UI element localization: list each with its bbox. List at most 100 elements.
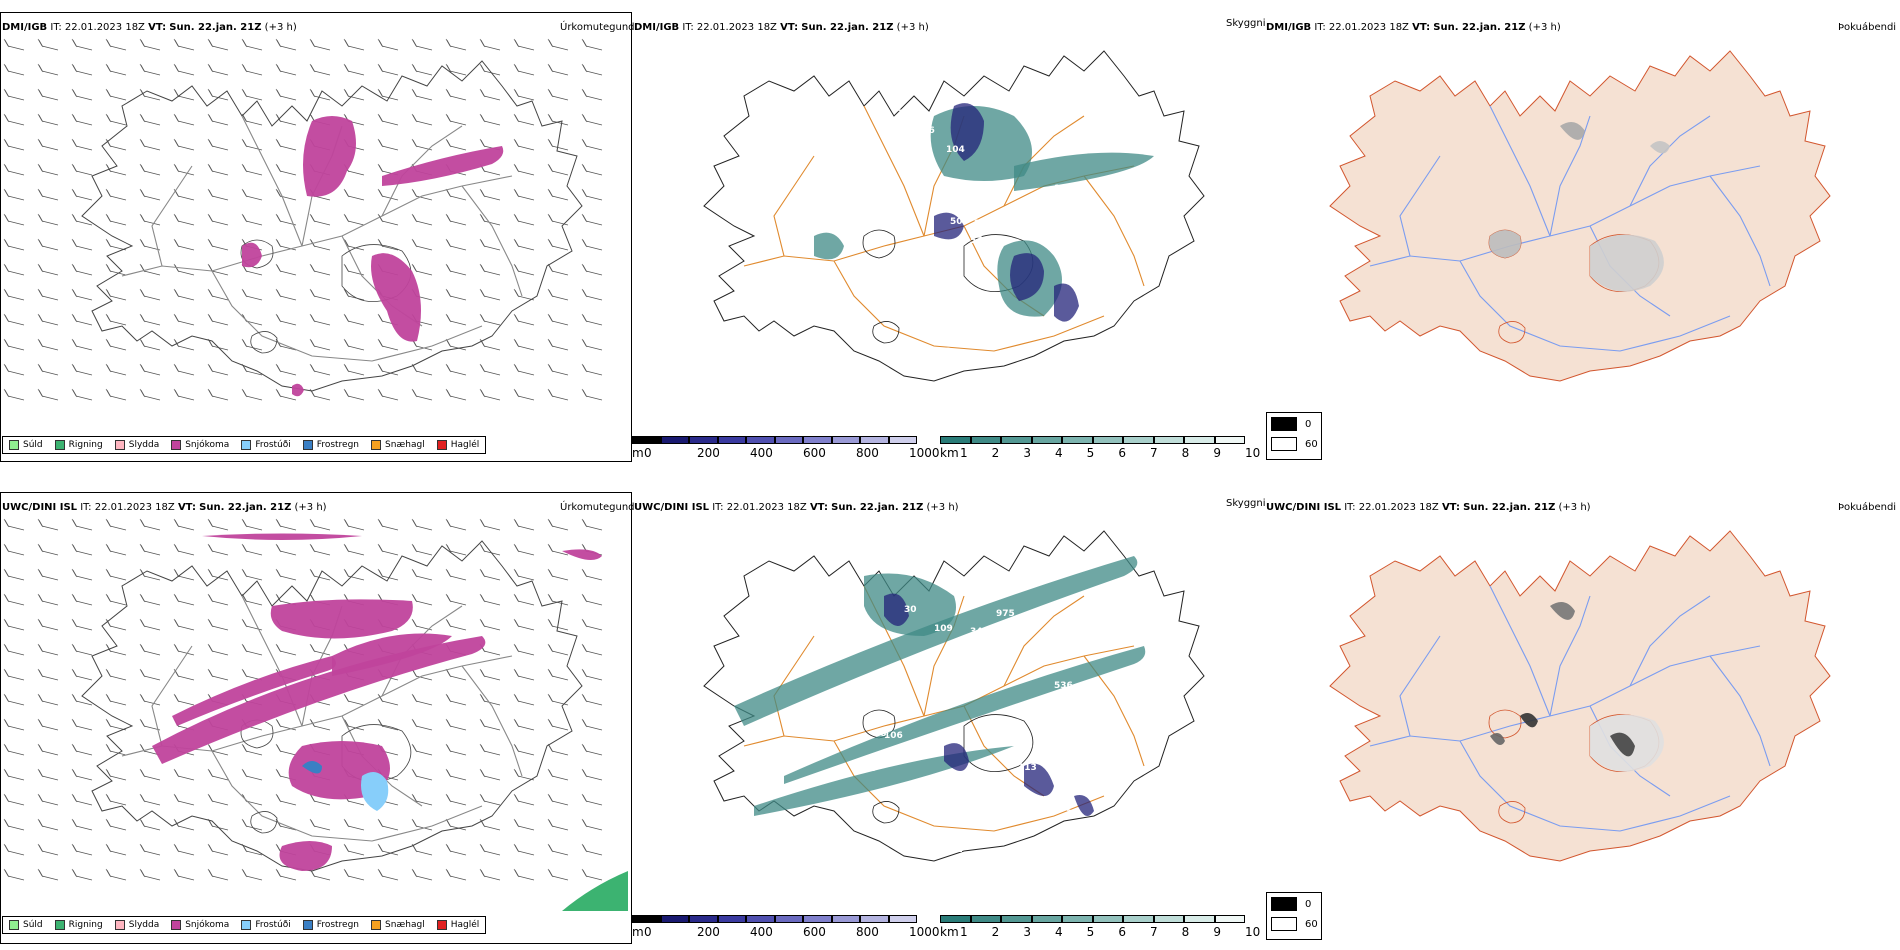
wind-barb bbox=[241, 63, 263, 76]
fog-map bbox=[1329, 50, 1831, 382]
colorbar-segment bbox=[746, 436, 775, 444]
colorbar-segment bbox=[1001, 915, 1032, 923]
wind-barb bbox=[547, 718, 569, 731]
wind-barb bbox=[3, 263, 25, 276]
wind-barb bbox=[377, 843, 399, 856]
wind-barb bbox=[105, 213, 127, 226]
wind-barb bbox=[513, 718, 535, 731]
colorbar-segment bbox=[774, 915, 803, 923]
wind-barb bbox=[445, 263, 467, 276]
panel-header: DMI/IGB IT: 22.01.2023 18Z VT: Sun. 22.j… bbox=[1266, 22, 1561, 33]
wind-barb bbox=[3, 63, 25, 76]
snow-area bbox=[279, 841, 332, 871]
wind-barb bbox=[173, 363, 195, 376]
wind-barb bbox=[513, 568, 535, 581]
visibility-label: 132 bbox=[944, 845, 963, 855]
colorbar-segment bbox=[774, 436, 803, 444]
wind-barb bbox=[105, 63, 127, 76]
fog-legend-row: 0 bbox=[1271, 417, 1311, 431]
wind-barb bbox=[275, 238, 297, 251]
colorbar-tick: 9 bbox=[1213, 925, 1221, 939]
wind-barb bbox=[241, 868, 263, 881]
visibility-label: 199 bbox=[1054, 184, 1073, 194]
colorbar-segment bbox=[803, 915, 832, 923]
wind-barb bbox=[411, 518, 433, 531]
wind-barb bbox=[241, 593, 263, 606]
wind-barb bbox=[513, 213, 535, 226]
wind-barb bbox=[207, 868, 229, 881]
colorbar-segment bbox=[632, 436, 661, 444]
visibility-area bbox=[734, 556, 1138, 726]
colorbar-tick: 4 bbox=[1055, 925, 1063, 939]
wind-barb bbox=[173, 213, 195, 226]
wind-barb bbox=[71, 793, 93, 806]
wind-barb bbox=[3, 38, 25, 51]
colorbar-tick: 10 bbox=[1245, 446, 1261, 460]
wind-barb bbox=[241, 518, 263, 531]
wind-barb bbox=[547, 163, 569, 176]
colorbar-tick: 7 bbox=[1150, 925, 1158, 939]
wind-barb bbox=[139, 518, 161, 531]
wind-barb bbox=[3, 818, 25, 831]
wind-barb bbox=[445, 313, 467, 326]
wind-barb bbox=[309, 313, 331, 326]
wind-barb bbox=[445, 63, 467, 76]
visibility-area bbox=[1074, 795, 1094, 816]
road-line bbox=[151, 645, 193, 747]
snow-area bbox=[303, 116, 356, 197]
wind-barb bbox=[71, 568, 93, 581]
wind-barb bbox=[309, 793, 331, 806]
wind-barb bbox=[207, 518, 229, 531]
wind-barb bbox=[37, 768, 59, 781]
visibility-label: 102 bbox=[898, 149, 917, 159]
wind-barb bbox=[547, 643, 569, 656]
wind-barb bbox=[105, 518, 127, 531]
colorbar-tick: 1 bbox=[960, 925, 968, 939]
legend-label: Slydda bbox=[128, 440, 160, 450]
fog-legend-swatch bbox=[1271, 417, 1297, 431]
wind-barb bbox=[139, 768, 161, 781]
wind-barb bbox=[37, 718, 59, 731]
wind-barb bbox=[479, 288, 501, 301]
wind-barb bbox=[105, 668, 127, 681]
snow-area bbox=[332, 633, 452, 676]
wind-barb bbox=[547, 38, 569, 51]
wind-barb bbox=[3, 668, 25, 681]
wind-barb bbox=[411, 543, 433, 556]
colorbar-tick: 2 bbox=[991, 925, 1000, 939]
wind-barb bbox=[479, 188, 501, 201]
it-label: IT: bbox=[50, 22, 62, 33]
road-line bbox=[1629, 595, 1711, 687]
colorbar-segment bbox=[970, 915, 1001, 923]
wind-barb bbox=[581, 743, 603, 756]
wind-barb bbox=[71, 643, 93, 656]
wind-barb bbox=[445, 618, 467, 631]
colorbar-segment bbox=[860, 436, 889, 444]
wind-barb bbox=[37, 868, 59, 881]
colorbar-segment bbox=[831, 436, 860, 444]
colorbar-segment bbox=[1031, 436, 1062, 444]
wind-barb bbox=[105, 38, 127, 51]
legend-item: Slydda bbox=[109, 440, 165, 450]
wind-barb bbox=[581, 793, 603, 806]
colorbar-tick: 4 bbox=[1055, 446, 1063, 460]
wind-barb bbox=[445, 593, 467, 606]
wind-barb bbox=[173, 518, 195, 531]
wind-barb bbox=[581, 263, 603, 276]
visibility-label: 4 bbox=[904, 93, 910, 103]
wind-barb bbox=[173, 188, 195, 201]
wind-barb bbox=[309, 643, 331, 656]
it-value: 22.01.2023 18Z bbox=[1358, 502, 1439, 513]
snow-area bbox=[371, 253, 421, 342]
wind-barb bbox=[105, 818, 127, 831]
wind-barb bbox=[173, 843, 195, 856]
colorbar-segment bbox=[1062, 915, 1093, 923]
wind-barb bbox=[513, 113, 535, 126]
wind-barb bbox=[37, 138, 59, 151]
wind-barb bbox=[275, 643, 297, 656]
wind-barb bbox=[207, 768, 229, 781]
wind-barb bbox=[139, 338, 161, 351]
wind-barb bbox=[513, 63, 535, 76]
fog-map bbox=[1329, 530, 1831, 862]
wind-barb bbox=[37, 568, 59, 581]
